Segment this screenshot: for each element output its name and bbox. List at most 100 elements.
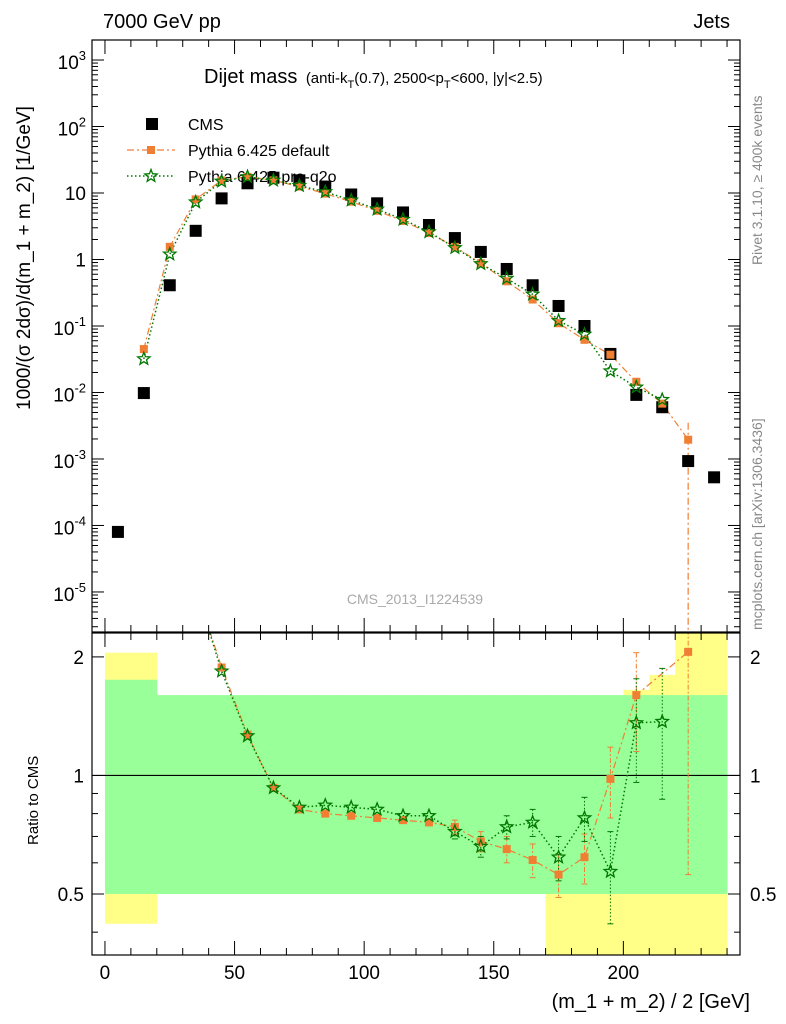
ratio-default-point — [192, 584, 200, 592]
x-axis-label: (m_1 + m_2) / 2 [GeV] — [552, 991, 750, 1013]
default-data-point — [684, 435, 693, 444]
cms-data-point — [682, 455, 695, 468]
ratio-green-band — [390, 695, 417, 894]
proq2o-data-point — [343, 191, 360, 207]
main-y-tick-label: 10-3 — [53, 447, 86, 473]
rivet-label: Rivet 3.1.10, ≥ 400k events — [749, 95, 765, 265]
cms-data-point — [552, 299, 565, 312]
ratio-y-tick-label-right: 1 — [750, 766, 761, 787]
main-y-tick-label: 10-4 — [53, 513, 86, 539]
legend-default-marker — [147, 146, 155, 154]
proq2o-data-point — [265, 171, 282, 188]
ratio-green-band — [545, 695, 573, 894]
ratio-proq2o-point — [239, 727, 256, 743]
tick-base: 10 — [53, 319, 74, 340]
ratio-green-band — [156, 695, 184, 894]
ratio-default-point — [450, 822, 459, 831]
proq2o-data-point — [187, 193, 204, 209]
ratio-green-band — [493, 695, 521, 894]
ratio-green-band — [416, 695, 443, 894]
main-y-tick-label: 10-5 — [53, 580, 86, 606]
ratio-uncertainty-bands — [104, 633, 728, 955]
main-y-tick-label: 10-2 — [53, 380, 86, 406]
ratio-proq2o-point — [628, 714, 645, 730]
ratio-y-tick-label-right: 2 — [750, 648, 761, 669]
ratio-proq2o-point — [602, 863, 619, 879]
main-y-axis-label: 1000/(σ 2dσ)/d(m_1 + m_2) [1/GeV] — [14, 106, 35, 410]
cms-data-point — [578, 319, 591, 332]
ratio-proq2o-point — [291, 798, 308, 815]
ratio-proq2o-point — [550, 848, 567, 864]
ratio-green-band — [467, 695, 495, 894]
ratio-y-axis-label: Ratio to CMS — [25, 756, 42, 845]
ratio-green-band — [234, 695, 261, 894]
default-data-point — [658, 399, 667, 408]
ratio-default-point — [684, 647, 693, 656]
ratio-default-point — [580, 853, 589, 862]
cms-data-point — [189, 224, 202, 237]
main-y-tick-label: 102 — [58, 115, 86, 141]
default-data-point — [269, 176, 278, 185]
ratio-default-point — [269, 783, 278, 792]
main-y-tick-label: 1 — [75, 250, 86, 271]
ratio-data-layer — [192, 584, 693, 925]
ratio-default-point — [399, 816, 408, 825]
cms-data-point — [708, 471, 721, 484]
proq2o-data-point — [576, 326, 593, 342]
cms-data-point — [500, 262, 513, 275]
proq2o-data-point — [395, 211, 411, 227]
main-x-ticks — [104, 40, 728, 632]
ratio-green-band — [182, 695, 210, 894]
legend-cms-label: CMS — [188, 117, 224, 134]
cms-data-point — [474, 245, 487, 258]
chart-title-cuts-2: (0.7), 2500<p — [354, 70, 444, 87]
x-tick-label: 200 — [608, 963, 640, 984]
ratio-y-tick-label: 2 — [73, 648, 84, 669]
tick-exponent: 2 — [79, 115, 86, 130]
x-tick-label: 50 — [224, 963, 245, 984]
ratio-green-band — [701, 695, 728, 894]
main-y-tick-label: 10-1 — [53, 314, 86, 340]
proq2o-data-point — [369, 200, 386, 216]
ratio-green-band — [104, 679, 132, 894]
proq2o-data-point — [524, 286, 541, 301]
tick-base: 10 — [58, 53, 79, 74]
tick-exponent: -4 — [74, 513, 86, 528]
default-data-point — [347, 197, 356, 206]
ratio-proq2o-point — [421, 807, 437, 823]
default-data-point — [528, 295, 537, 304]
x-tick-label: 150 — [478, 963, 510, 984]
tick-base: 10 — [53, 585, 74, 606]
ratio-default-point — [528, 855, 537, 864]
ratio-green-band — [260, 695, 287, 894]
ratio-default-point — [243, 730, 252, 739]
main-data-layer — [111, 168, 721, 632]
ratio-default-point — [424, 818, 433, 827]
proq2o-data-point — [136, 350, 152, 366]
cms-data-point — [137, 387, 150, 400]
ratio-default-point — [217, 663, 226, 672]
default-data-point — [217, 176, 226, 185]
ratio-green-band — [441, 695, 469, 894]
proq2o-data-point — [239, 168, 256, 184]
ratio-x-ticks: 0 50 100 150 200 — [100, 633, 728, 984]
default-data-point — [580, 335, 589, 344]
default-data-point — [424, 229, 433, 238]
default-data-point — [295, 182, 304, 191]
tick-base: 10 — [58, 120, 79, 141]
ratio-proq2o-point — [317, 797, 334, 812]
default-data-point — [139, 345, 148, 354]
tick-exponent: 3 — [79, 48, 86, 63]
proq2o-curve — [143, 176, 663, 401]
proq2o-data-point — [291, 177, 308, 193]
ratio-plot-panel: 2 2 1 1 0.5 0.5 0 50 100 150 200 Ratio to CMS (m_… — [25, 584, 776, 1013]
cms-data-point — [448, 232, 461, 245]
ratio-proq2o-point — [472, 838, 489, 854]
legend-default-label: Pythia 6.425 default — [188, 143, 330, 160]
default-data-point — [450, 242, 459, 251]
ratio-proq2o-point — [265, 779, 282, 795]
default-data-point — [399, 216, 408, 225]
tick-exponent: -3 — [74, 447, 86, 462]
